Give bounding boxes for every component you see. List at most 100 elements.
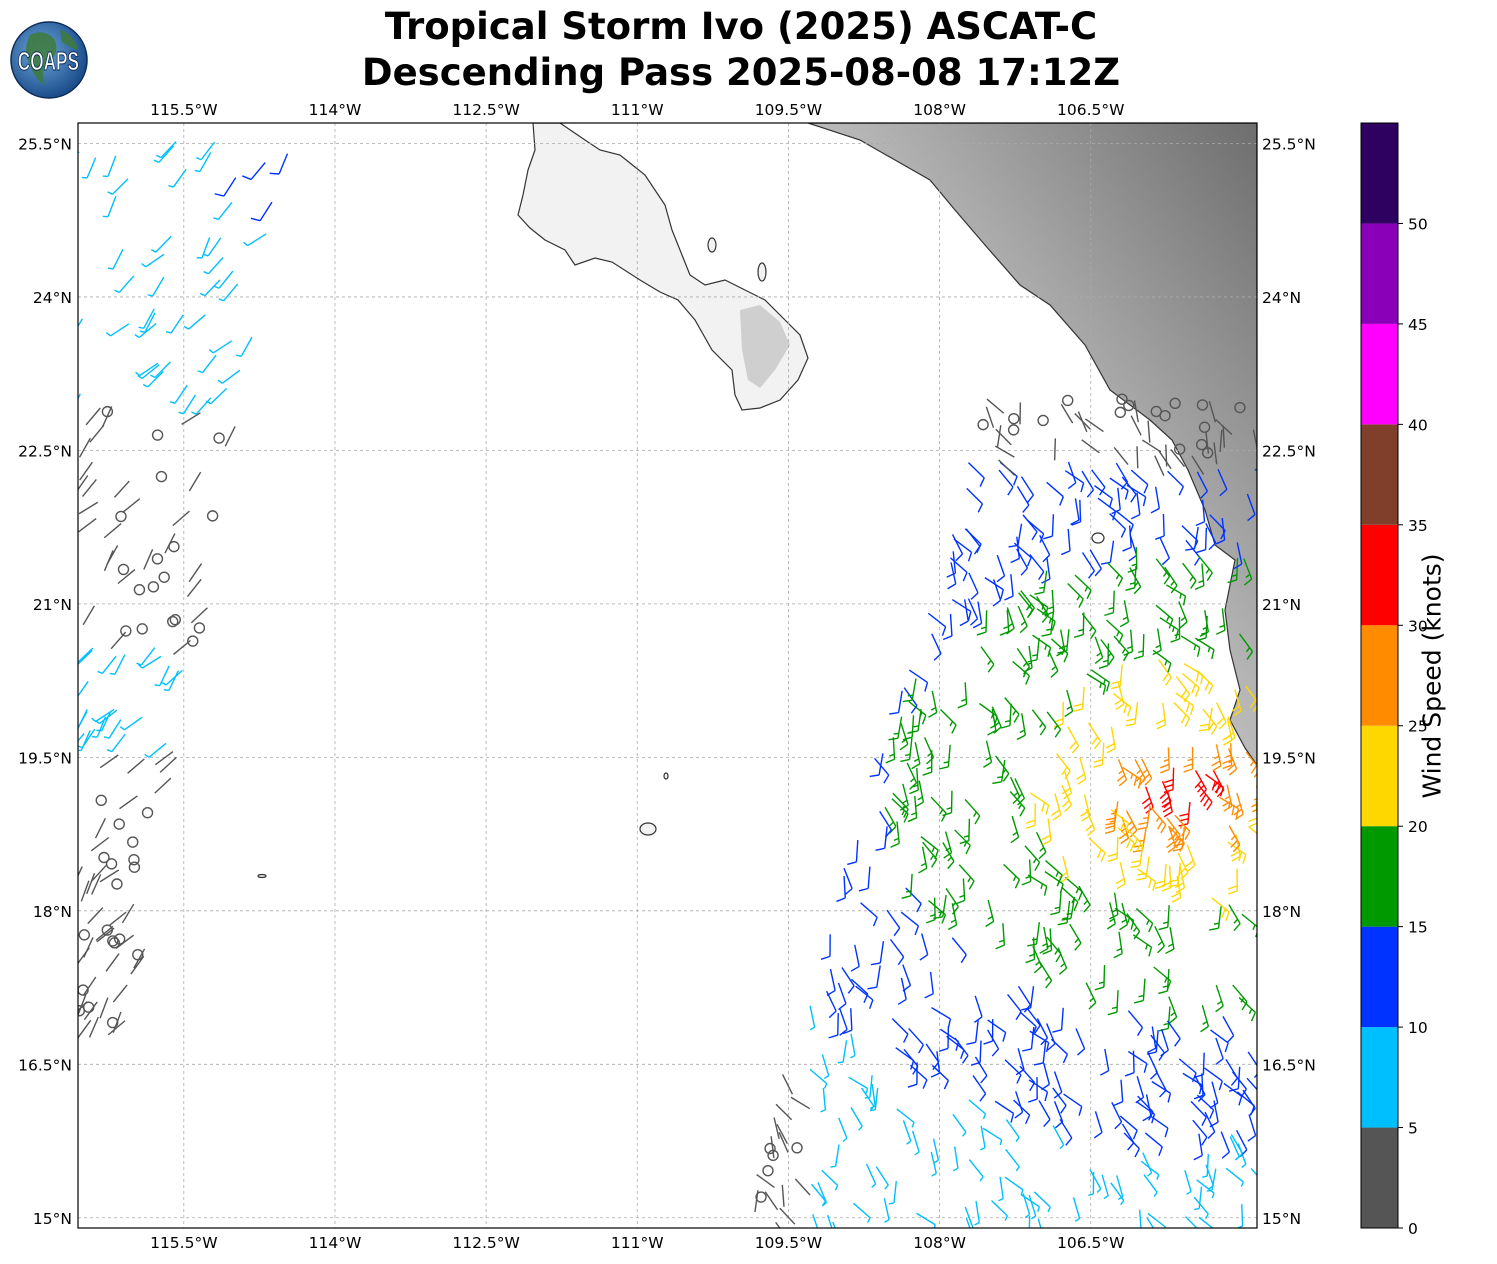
wind-barb-calm (1007, 424, 1020, 436)
lon-tick-label-top: 115.5°W (150, 101, 217, 119)
wind-barb (902, 1120, 912, 1145)
lat-tick-label-right: 19.5°N (1262, 749, 1316, 767)
wind-barb (1163, 767, 1175, 794)
wind-barb (908, 669, 929, 692)
wind-barb (1106, 902, 1116, 930)
wind-barb (102, 195, 117, 218)
wind-barb (976, 610, 988, 636)
wind-barb-calm (78, 929, 91, 941)
wind-barb (1113, 446, 1129, 465)
wind-barb (1197, 555, 1213, 582)
wind-barb (972, 1075, 987, 1102)
wind-barb (1225, 1167, 1244, 1188)
wind-barb (91, 874, 102, 895)
wind-barb (889, 938, 905, 966)
wind-barb (1195, 499, 1206, 527)
wind-barb (78, 501, 99, 515)
wind-barb (113, 480, 130, 498)
wind-barb (1125, 702, 1139, 727)
wind-barb (952, 1146, 959, 1172)
colorbar-tick-label: 5 (1408, 1120, 1418, 1138)
lat-tick-label-left: 15°N (33, 1210, 72, 1228)
wind-barb (980, 1125, 986, 1151)
wind-barb (1081, 470, 1095, 498)
wind-barb (1046, 481, 1064, 506)
wind-barb (998, 1176, 1004, 1202)
wind-barb (1231, 689, 1242, 717)
wind-barb-calm (1198, 421, 1211, 433)
wind-barb (1010, 536, 1020, 564)
wind-barb (943, 831, 953, 859)
wind-barb (1041, 612, 1055, 637)
wind-barb (196, 237, 211, 259)
wind-barb (1038, 1100, 1051, 1128)
wind-barb (1158, 450, 1172, 470)
colorbar-tick-label: 45 (1408, 316, 1428, 334)
wind-barb (1208, 401, 1217, 423)
wind-barb (896, 1108, 915, 1128)
wind-barb (156, 141, 177, 159)
map-content (78, 123, 1257, 1228)
wind-barb (1093, 1111, 1103, 1139)
wind-barb (154, 750, 174, 766)
wind-barb (122, 498, 141, 514)
wind-barb (821, 1054, 830, 1080)
wind-barb (1022, 1193, 1031, 1219)
wind-barb (1086, 673, 1107, 695)
wind-barb (1121, 1123, 1135, 1151)
wind-barb (1050, 890, 1062, 916)
wind-barb (1159, 537, 1170, 566)
wind-barb (161, 669, 183, 686)
wind-barb (1056, 629, 1066, 657)
wind-barb (1085, 982, 1097, 1010)
wind-barb (1230, 1134, 1244, 1158)
wind-barb (1064, 876, 1083, 901)
wind-barb (812, 1214, 819, 1228)
wind-barb (78, 709, 88, 730)
wind-barb (999, 609, 1010, 636)
wind-barb (764, 1191, 779, 1211)
wind-barb (947, 562, 957, 590)
wind-barb (1022, 1027, 1035, 1052)
wind-barb (105, 323, 130, 337)
wind-barb (107, 1020, 126, 1036)
wind-barb (150, 235, 172, 253)
wind-barb (925, 1043, 940, 1071)
lat-tick-label-right: 16.5°N (1262, 1056, 1316, 1074)
lon-tick-label-bottom: 108°W (913, 1234, 966, 1252)
wind-barb (1152, 649, 1172, 673)
wind-barb (1210, 1029, 1229, 1053)
wind-barb (888, 1181, 898, 1205)
wind-barb (1182, 562, 1197, 589)
wind-barb (1117, 827, 1135, 852)
wind-barb (81, 157, 97, 179)
wind-barb (1036, 831, 1047, 860)
wind-barb (78, 393, 81, 401)
wind-barb (83, 1001, 98, 1021)
wind-barb (1004, 574, 1014, 601)
wind-barb (169, 384, 188, 405)
wind-barb (779, 1207, 796, 1225)
wind-barb (1039, 926, 1049, 954)
wind-barb (930, 1151, 937, 1177)
wind-barb (78, 770, 79, 773)
lon-tick-label-bottom: 109.5°W (755, 1234, 822, 1252)
wind-barb (1245, 751, 1257, 778)
wind-barb (911, 742, 921, 770)
wind-barb (196, 141, 216, 161)
colorbar-tick-label: 40 (1408, 416, 1428, 434)
wind-barb (773, 1117, 780, 1140)
wind-barb (1029, 792, 1050, 815)
wind-barb (1032, 945, 1043, 974)
lat-tick-label-right: 25.5°N (1262, 135, 1316, 153)
wind-barb (966, 1020, 979, 1045)
wind-barb (1031, 709, 1047, 736)
wind-barb (78, 318, 84, 328)
lat-tick-label-left: 24°N (33, 289, 72, 307)
wind-barb (1004, 697, 1020, 723)
wind-barb (885, 737, 896, 764)
wind-barb (1184, 1170, 1192, 1195)
lon-tick-label-bottom: 114°W (309, 1234, 362, 1252)
wind-barb (1090, 669, 1110, 692)
logo-text: COAPS (18, 46, 79, 76)
